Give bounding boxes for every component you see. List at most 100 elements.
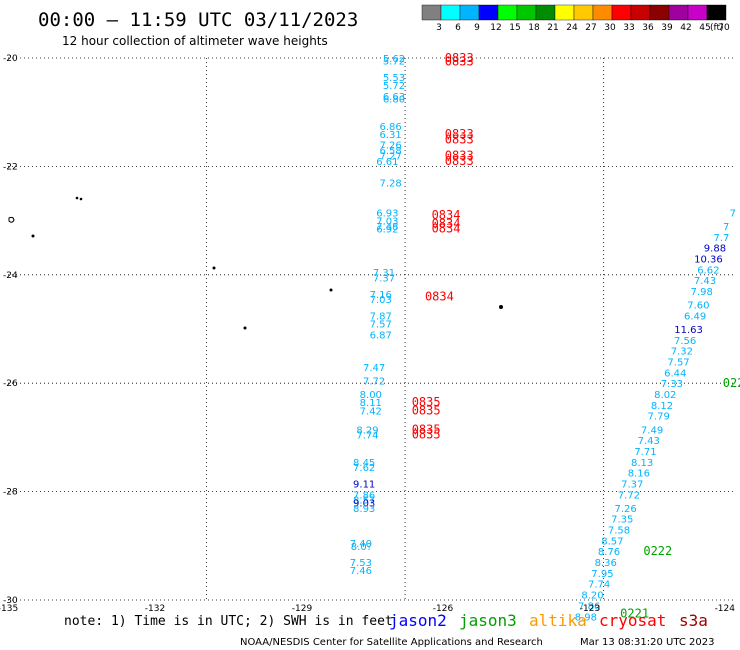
satellite-legend-item: jason3	[459, 611, 517, 630]
pass-time-label: 0833	[445, 132, 474, 146]
swh-value-label: 7.37	[373, 274, 395, 285]
pass-time-label: 0835	[412, 428, 441, 442]
x-tick-label: -124	[715, 604, 736, 614]
island-marker	[212, 266, 216, 270]
x-tick-label: -135	[0, 604, 18, 614]
swh-value-label: 7.31	[373, 268, 395, 279]
pass-time-label: 0834	[425, 289, 454, 303]
swh-value-label: 6.62	[697, 265, 719, 276]
swh-value-label: 7.56	[674, 336, 696, 347]
swh-value-label: 7.7	[713, 233, 729, 244]
colorbar-label: 6	[455, 23, 461, 33]
colorbar-unit: (ft)	[710, 23, 724, 33]
swh-value-label: 7	[723, 222, 729, 233]
colorbar-swatch	[649, 4, 670, 21]
swh-value-label: 7.79	[648, 412, 670, 423]
swh-value-label: 10.36	[694, 255, 723, 266]
colorbar-swatch	[668, 4, 689, 21]
pass-time-label: 0834	[432, 208, 461, 222]
satellite-legend: jason2 jason3 altika cryosat s3a	[389, 611, 708, 630]
swh-value-label: 5.53	[383, 73, 405, 84]
chart-subtitle: 12 hour collection of altimeter wave hei…	[62, 34, 328, 48]
swh-value-label: 7.98	[691, 287, 713, 298]
swh-value-label: 6.80	[383, 95, 405, 106]
swh-value-label: 7.40	[350, 539, 372, 550]
pass-time-label: 0834	[432, 216, 461, 230]
swh-value-label: 7.43	[694, 276, 716, 287]
pass-time-label: 0835	[412, 395, 441, 409]
swh-value-label: 6.44	[664, 368, 686, 379]
swh-value-label: 5.62	[383, 54, 405, 65]
y-tick-label: -30	[3, 596, 18, 606]
colorbar-swatch	[516, 4, 537, 21]
y-tick-label: -26	[3, 379, 18, 389]
axis-ticks: -20 -22 -24 -26 -28 -30-135 -132 -129 -126 -123 -1…	[0, 54, 735, 614]
island-marker	[75, 196, 79, 200]
colorbar-label: 3	[436, 23, 442, 33]
swh-value-label: 6.61	[376, 157, 398, 168]
y-tick-label: -24	[3, 271, 18, 281]
swh-value-label: 6.49	[684, 311, 706, 322]
colorbar-swatch	[630, 4, 651, 21]
swh-value-label: 7.16	[370, 290, 392, 301]
island-marker	[79, 197, 83, 201]
colorbar-swatch	[421, 4, 442, 21]
colorbar-swatch	[611, 4, 632, 21]
swh-value-label: 8.00	[360, 390, 382, 401]
y-tick-label: -22	[3, 162, 18, 172]
satellite-legend-item: s3a	[679, 611, 708, 630]
credit-line: NOAA/NESDIS Center for Satellite Applica…	[240, 637, 543, 648]
pass-time-label: 0833	[445, 149, 474, 163]
island-markers	[8, 196, 503, 330]
island-marker	[499, 305, 503, 309]
swh-value-label: 8.0?	[351, 542, 372, 553]
colorbar-swatch	[706, 4, 727, 21]
island-marker	[243, 326, 247, 330]
pass-time-label: 0835	[412, 403, 441, 417]
swh-value-label: 6.92	[376, 225, 398, 236]
swh-value-label: 6.93	[376, 208, 398, 219]
swh-value-label: 7.58	[608, 526, 630, 537]
pass-time-label: 0833	[445, 127, 474, 141]
colorbar-label: 24	[566, 23, 578, 33]
colorbar-label: 27	[585, 23, 596, 33]
swh-value-label: 7.74	[356, 431, 378, 442]
swh-value-label: 9.03	[353, 498, 375, 509]
swh-value-label: 7.57	[370, 320, 392, 331]
swh-value-label: 7.72	[618, 490, 640, 501]
island-marker	[329, 288, 333, 292]
swh-value-label: 8.13	[631, 458, 653, 469]
swh-value-label: 7.62	[353, 463, 375, 474]
colorbar-swatch	[478, 4, 499, 21]
y-tick-label: -20	[3, 54, 18, 64]
swh-value-label: 7.37	[621, 479, 643, 490]
swh-value-label: 7.28	[380, 179, 402, 190]
swh-value-label: 7.86	[578, 601, 600, 612]
swh-value-label: 7.26	[614, 504, 636, 515]
swh-value-label: 7.95	[591, 569, 613, 580]
swh-value-label: 8.57	[601, 536, 623, 547]
swh-value-label: 7	[730, 208, 736, 219]
swh-value-label: 6.86	[380, 122, 402, 133]
chart-title: 00:00 — 11:59 UTC 03/11/2023	[38, 9, 358, 31]
plot-area: 5.625.725.535.726.636.806.866.317.266.58…	[8, 51, 740, 623]
satellite-legend-item: altika	[529, 611, 587, 630]
colorbar-label: 70	[718, 23, 730, 33]
pass-time-label: 0833	[445, 51, 474, 65]
swh-value-label: 8.12	[651, 401, 673, 412]
swh-value-label: 7.32	[671, 347, 693, 358]
swh-value-label: 7.72	[363, 376, 385, 387]
colorbar-swatch	[497, 4, 518, 21]
swh-value-label: 7.60	[687, 301, 709, 312]
x-tick-label: -126	[433, 604, 454, 614]
swh-value-label: 7.26	[380, 141, 402, 152]
x-tick-label: -132	[145, 604, 165, 614]
swh-value-label: 7.47	[363, 363, 385, 374]
colorbar-swatch	[573, 4, 594, 21]
colorbar-label: 30	[604, 23, 616, 33]
swh-value-label: 7.35	[611, 515, 633, 526]
island-marker	[8, 216, 15, 223]
swh-value-label: 7.33	[661, 379, 683, 390]
swh-value-label: 7.27	[380, 152, 402, 163]
swh-value-label: 7.49	[641, 425, 663, 436]
